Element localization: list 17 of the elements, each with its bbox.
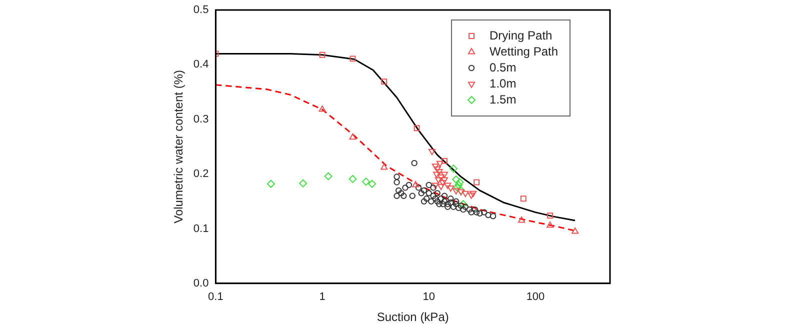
x-tick-label: 0.1 — [208, 291, 224, 304]
legend-label: 1.5m — [490, 92, 516, 106]
x-tick-label: 100 — [526, 291, 545, 304]
y-tick-label: 0.4 — [193, 58, 209, 71]
y-tick-label: 0.2 — [193, 168, 209, 180]
y-axis-title: Volumetric water content (%) — [172, 70, 186, 224]
legend-label: 1.0m — [490, 76, 516, 90]
y-tick-label: 0.0 — [193, 277, 209, 290]
y-tick-label: 0.3 — [193, 113, 209, 126]
x-axis-title: Suction (kPa) — [376, 310, 449, 324]
y-tick-label: 0.1 — [193, 222, 209, 235]
x-tick-label: 10 — [422, 291, 436, 304]
legend-label: Drying Path — [490, 28, 552, 42]
legend-label: 0.5m — [490, 60, 516, 74]
legend-label: Wetting Path — [490, 44, 558, 58]
y-tick-label: 0.5 — [193, 4, 209, 16]
x-tick-label: 1 — [319, 291, 326, 304]
